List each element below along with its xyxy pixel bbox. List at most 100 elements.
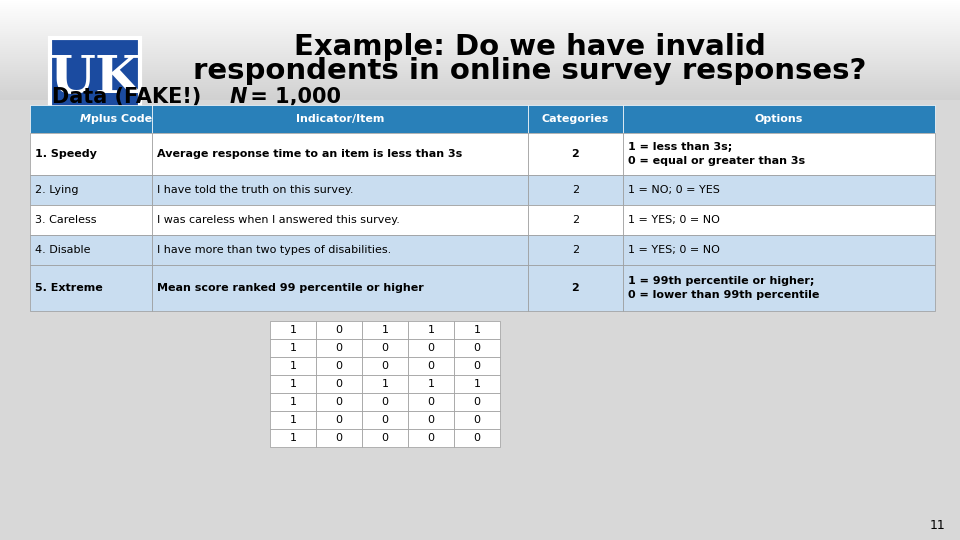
Bar xyxy=(623,205,935,235)
Bar xyxy=(270,321,316,339)
Bar xyxy=(454,339,500,357)
Bar xyxy=(0,100,960,540)
Text: 5. Extreme: 5. Extreme xyxy=(35,283,103,293)
Text: 0: 0 xyxy=(427,397,435,407)
Text: 1: 1 xyxy=(473,379,481,389)
Bar xyxy=(362,411,408,429)
Bar xyxy=(408,375,454,393)
Text: plus Code: plus Code xyxy=(91,114,153,124)
Text: 1 = NO; 0 = YES: 1 = NO; 0 = YES xyxy=(628,185,720,195)
Bar xyxy=(316,411,362,429)
Bar xyxy=(30,205,153,235)
Bar xyxy=(30,105,153,133)
Bar xyxy=(528,235,623,265)
Text: 3. Careless: 3. Careless xyxy=(35,215,97,225)
Text: 0: 0 xyxy=(335,361,343,371)
Text: Options: Options xyxy=(755,114,804,124)
Bar xyxy=(30,133,153,175)
Text: 0: 0 xyxy=(473,397,481,407)
Text: UK: UK xyxy=(49,52,141,104)
Text: I was careless when I answered this survey.: I was careless when I answered this surv… xyxy=(157,215,400,225)
Text: 0: 0 xyxy=(473,361,481,371)
Text: 1: 1 xyxy=(381,379,389,389)
Text: 0: 0 xyxy=(427,433,435,443)
Bar xyxy=(316,321,362,339)
Bar xyxy=(270,375,316,393)
Bar xyxy=(30,265,153,311)
Text: Data (FAKE!): Data (FAKE!) xyxy=(52,87,216,107)
Text: 4. Disable: 4. Disable xyxy=(35,245,90,255)
Text: 0: 0 xyxy=(427,415,435,425)
Text: 2: 2 xyxy=(571,283,579,293)
Bar xyxy=(454,357,500,375)
Bar xyxy=(408,321,454,339)
Text: 1 = YES; 0 = NO: 1 = YES; 0 = NO xyxy=(628,215,720,225)
Text: 2: 2 xyxy=(571,149,579,159)
Text: N: N xyxy=(230,87,248,107)
Text: Categories: Categories xyxy=(541,114,609,124)
Text: 2. Lying: 2. Lying xyxy=(35,185,79,195)
Text: Indicator/Item: Indicator/Item xyxy=(296,114,384,124)
Text: 0: 0 xyxy=(381,433,389,443)
Bar xyxy=(623,175,935,205)
Bar xyxy=(362,429,408,447)
Bar xyxy=(270,411,316,429)
Text: 0: 0 xyxy=(427,361,435,371)
Text: 0: 0 xyxy=(427,343,435,353)
Bar xyxy=(528,205,623,235)
Bar xyxy=(623,235,935,265)
Text: 2: 2 xyxy=(572,185,579,195)
Bar xyxy=(528,265,623,311)
Bar xyxy=(623,265,935,311)
Text: 2: 2 xyxy=(572,215,579,225)
Bar xyxy=(270,339,316,357)
Bar xyxy=(153,133,528,175)
Text: 1: 1 xyxy=(290,361,297,371)
Text: 0: 0 xyxy=(381,361,389,371)
Text: 11: 11 xyxy=(929,519,945,532)
Bar xyxy=(316,375,362,393)
Text: 1. Speedy: 1. Speedy xyxy=(35,149,97,159)
Bar xyxy=(153,105,528,133)
Text: = 1,000: = 1,000 xyxy=(243,87,341,107)
Bar xyxy=(408,339,454,357)
Text: Mean score ranked 99 percentile or higher: Mean score ranked 99 percentile or highe… xyxy=(157,283,424,293)
Text: 0: 0 xyxy=(473,343,481,353)
Text: 1 = 99th percentile or higher;
0 = lower than 99th percentile: 1 = 99th percentile or higher; 0 = lower… xyxy=(628,276,819,300)
Bar xyxy=(50,38,140,122)
Text: 0: 0 xyxy=(381,397,389,407)
Text: 1: 1 xyxy=(290,343,297,353)
Bar xyxy=(454,393,500,411)
Text: 0: 0 xyxy=(335,433,343,443)
Bar xyxy=(362,393,408,411)
Text: 0: 0 xyxy=(335,379,343,389)
Text: 0: 0 xyxy=(335,343,343,353)
Bar xyxy=(30,235,153,265)
Text: 1: 1 xyxy=(290,433,297,443)
Text: 0: 0 xyxy=(335,325,343,335)
Bar xyxy=(153,235,528,265)
Bar xyxy=(153,175,528,205)
Text: 1: 1 xyxy=(427,379,435,389)
Text: 1 = YES; 0 = NO: 1 = YES; 0 = NO xyxy=(628,245,720,255)
Bar xyxy=(316,339,362,357)
Text: I have told the truth on this survey.: I have told the truth on this survey. xyxy=(157,185,353,195)
Text: respondents in online survey responses?: respondents in online survey responses? xyxy=(193,57,867,85)
Bar xyxy=(270,429,316,447)
Bar xyxy=(454,429,500,447)
Bar xyxy=(270,357,316,375)
Text: 2: 2 xyxy=(572,245,579,255)
Bar xyxy=(316,393,362,411)
Text: 0: 0 xyxy=(473,415,481,425)
Bar xyxy=(30,175,153,205)
Bar xyxy=(454,411,500,429)
Text: 1: 1 xyxy=(473,325,481,335)
Bar xyxy=(408,411,454,429)
Bar xyxy=(454,321,500,339)
Text: 0: 0 xyxy=(335,415,343,425)
Bar xyxy=(528,105,623,133)
Bar xyxy=(362,321,408,339)
Text: 0: 0 xyxy=(381,343,389,353)
Text: 1: 1 xyxy=(290,415,297,425)
Text: I have more than two types of disabilities.: I have more than two types of disabiliti… xyxy=(157,245,392,255)
